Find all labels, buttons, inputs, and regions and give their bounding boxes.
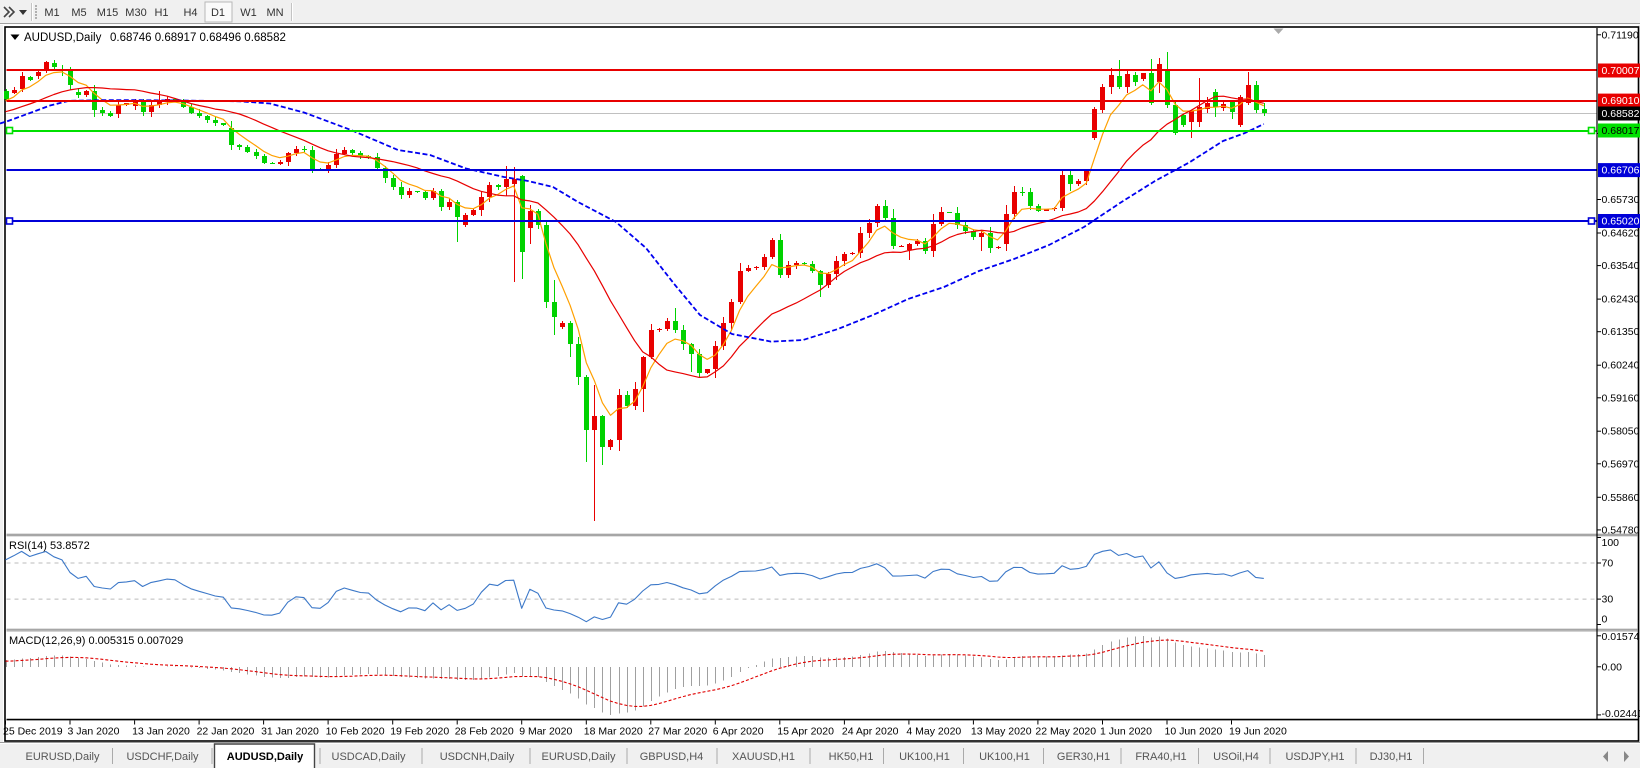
svg-text:0.61350: 0.61350 bbox=[1602, 326, 1640, 338]
svg-text:USDCAD,Daily: USDCAD,Daily bbox=[332, 751, 406, 763]
svg-text:M30: M30 bbox=[125, 7, 146, 19]
svg-text:USOil,H4: USOil,H4 bbox=[1213, 751, 1259, 763]
svg-text:6 Apr 2020: 6 Apr 2020 bbox=[713, 726, 764, 738]
svg-text:0.70007: 0.70007 bbox=[1602, 65, 1640, 77]
svg-text:XAUUSD,H1: XAUUSD,H1 bbox=[732, 751, 795, 763]
svg-text:18 Mar 2020: 18 Mar 2020 bbox=[584, 726, 643, 738]
svg-text:19 Jun 2020: 19 Jun 2020 bbox=[1229, 726, 1287, 738]
svg-text:M1: M1 bbox=[44, 7, 59, 19]
svg-text:15 Apr 2020: 15 Apr 2020 bbox=[777, 726, 834, 738]
svg-text:0.56970: 0.56970 bbox=[1602, 458, 1640, 470]
svg-text:0.68017: 0.68017 bbox=[1602, 125, 1640, 137]
svg-text:13 May 2020: 13 May 2020 bbox=[971, 726, 1032, 738]
svg-text:0.66706: 0.66706 bbox=[1602, 165, 1640, 177]
svg-text:0.55860: 0.55860 bbox=[1602, 492, 1640, 504]
svg-text:0.65730: 0.65730 bbox=[1602, 194, 1640, 206]
svg-text:W1: W1 bbox=[240, 7, 257, 19]
svg-text:0.62430: 0.62430 bbox=[1602, 294, 1640, 306]
svg-text:24 Apr 2020: 24 Apr 2020 bbox=[842, 726, 899, 738]
svg-text:AUDUSD,Daily: AUDUSD,Daily bbox=[24, 32, 102, 44]
svg-text:30: 30 bbox=[1602, 594, 1614, 606]
svg-text:0.71190: 0.71190 bbox=[1602, 29, 1639, 41]
svg-text:HK50,H1: HK50,H1 bbox=[829, 751, 874, 763]
svg-text:EURUSD,Daily: EURUSD,Daily bbox=[542, 751, 616, 763]
svg-text:0.64620: 0.64620 bbox=[1602, 228, 1640, 240]
svg-text:D1: D1 bbox=[211, 7, 225, 19]
svg-text:M15: M15 bbox=[97, 7, 118, 19]
svg-text:13 Jan 2020: 13 Jan 2020 bbox=[132, 726, 190, 738]
svg-text:MACD(12,26,9) 0.005315 0.00702: MACD(12,26,9) 0.005315 0.007029 bbox=[9, 635, 183, 647]
svg-text:0.68746 0.68917 0.68496 0.6858: 0.68746 0.68917 0.68496 0.68582 bbox=[110, 32, 286, 44]
svg-text:0.015741: 0.015741 bbox=[1602, 631, 1640, 643]
svg-text:3 Jan 2020: 3 Jan 2020 bbox=[68, 726, 120, 738]
svg-text:H1: H1 bbox=[154, 7, 168, 19]
svg-text:22 May 2020: 22 May 2020 bbox=[1035, 726, 1096, 738]
svg-text:0.58050: 0.58050 bbox=[1602, 426, 1640, 438]
svg-text:AUDUSD,Daily: AUDUSD,Daily bbox=[227, 751, 304, 763]
svg-text:GER30,H1: GER30,H1 bbox=[1057, 751, 1110, 763]
svg-text:GBPUSD,H4: GBPUSD,H4 bbox=[640, 751, 704, 763]
svg-text:USDCNH,Daily: USDCNH,Daily bbox=[440, 751, 515, 763]
svg-text:19 Feb 2020: 19 Feb 2020 bbox=[390, 726, 449, 738]
svg-text:22 Jan 2020: 22 Jan 2020 bbox=[197, 726, 255, 738]
svg-text:27 Mar 2020: 27 Mar 2020 bbox=[648, 726, 707, 738]
svg-text:-0.024412: -0.024412 bbox=[1602, 708, 1640, 720]
svg-text:RSI(14) 53.8572: RSI(14) 53.8572 bbox=[9, 540, 90, 552]
svg-text:28 Feb 2020: 28 Feb 2020 bbox=[455, 726, 514, 738]
svg-text:10 Jun 2020: 10 Jun 2020 bbox=[1165, 726, 1223, 738]
svg-text:FRA40,H1: FRA40,H1 bbox=[1135, 751, 1186, 763]
svg-text:10 Feb 2020: 10 Feb 2020 bbox=[326, 726, 385, 738]
svg-text:M5: M5 bbox=[71, 7, 86, 19]
svg-text:0: 0 bbox=[1602, 614, 1608, 626]
svg-text:0.65020: 0.65020 bbox=[1602, 216, 1640, 228]
svg-text:0.63540: 0.63540 bbox=[1602, 260, 1640, 272]
svg-text:USDCHF,Daily: USDCHF,Daily bbox=[126, 751, 199, 763]
svg-text:UK100,H1: UK100,H1 bbox=[899, 751, 950, 763]
svg-text:MN: MN bbox=[266, 7, 283, 19]
svg-text:0.68582: 0.68582 bbox=[1602, 108, 1640, 120]
svg-text:DJ30,H1: DJ30,H1 bbox=[1370, 751, 1413, 763]
svg-text:USDJPY,H1: USDJPY,H1 bbox=[1285, 751, 1344, 763]
svg-text:4 May 2020: 4 May 2020 bbox=[906, 726, 961, 738]
svg-text:31 Jan 2020: 31 Jan 2020 bbox=[261, 726, 319, 738]
svg-text:1 Jun 2020: 1 Jun 2020 bbox=[1100, 726, 1152, 738]
svg-text:EURUSD,Daily: EURUSD,Daily bbox=[26, 751, 100, 763]
svg-text:100: 100 bbox=[1602, 537, 1620, 549]
svg-text:0.60240: 0.60240 bbox=[1602, 360, 1640, 372]
svg-text:0.54780: 0.54780 bbox=[1602, 524, 1640, 536]
svg-text:0.00: 0.00 bbox=[1602, 661, 1623, 673]
svg-text:H4: H4 bbox=[183, 7, 197, 19]
svg-text:UK100,H1: UK100,H1 bbox=[979, 751, 1030, 763]
svg-text:70: 70 bbox=[1602, 558, 1614, 570]
svg-text:0.69010: 0.69010 bbox=[1602, 95, 1640, 107]
svg-text:9 Mar 2020: 9 Mar 2020 bbox=[519, 726, 572, 738]
svg-text:25 Dec 2019: 25 Dec 2019 bbox=[3, 726, 63, 738]
svg-text:0.59160: 0.59160 bbox=[1602, 392, 1640, 404]
